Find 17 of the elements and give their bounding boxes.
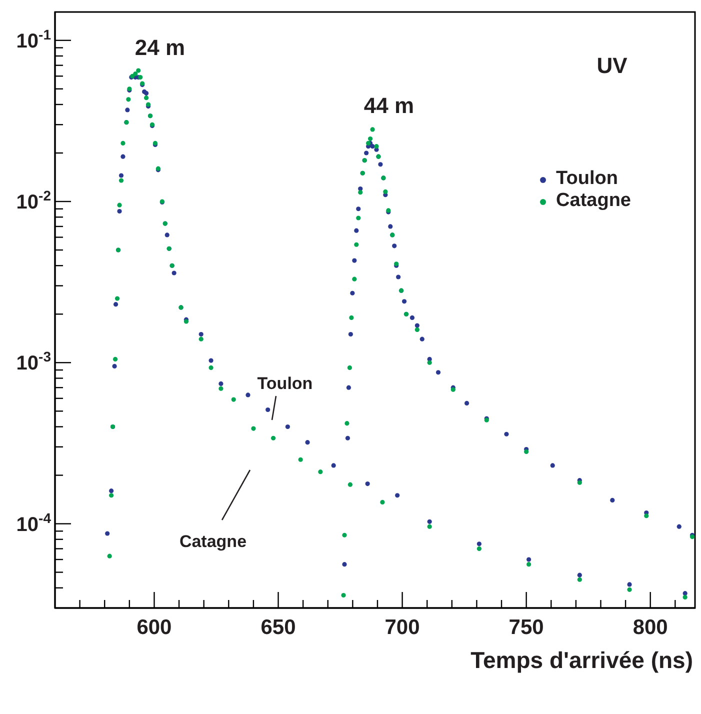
annotation: Catagne xyxy=(179,532,247,551)
x-tick-label: 800 xyxy=(632,616,668,639)
annotation: UV xyxy=(596,53,628,78)
y-tick-label: 10$^{-4}$ xyxy=(16,510,52,536)
annotation: 44 m xyxy=(364,93,414,118)
annotation: 24 m xyxy=(134,35,186,60)
y-tick-label: 10$^{-1}$ xyxy=(16,26,52,52)
y-tick-label: 10$^{-2}$ xyxy=(16,188,52,214)
annotation: Toulon xyxy=(257,374,313,393)
x-tick-label: 650 xyxy=(260,616,296,639)
y-tick-label: 10$^{-3}$ xyxy=(16,348,52,375)
x-tick-label: 600 xyxy=(136,616,172,639)
x-tick-label: 700 xyxy=(384,616,420,639)
x-axis-title: Temps d'arrivée (ns) xyxy=(470,647,693,673)
legend-label: Catagne xyxy=(556,190,631,211)
legend-label: Toulon xyxy=(556,168,618,189)
x-tick-label: 750 xyxy=(508,616,544,639)
